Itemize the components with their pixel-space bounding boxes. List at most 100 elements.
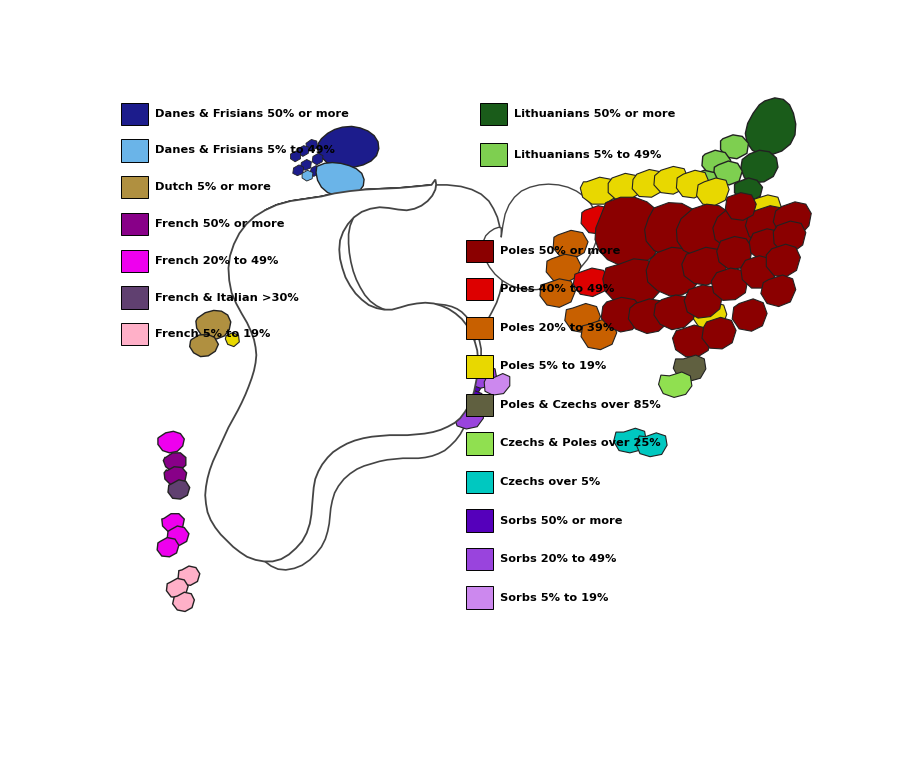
FancyBboxPatch shape bbox=[121, 213, 147, 235]
FancyBboxPatch shape bbox=[480, 143, 507, 166]
Polygon shape bbox=[306, 139, 318, 151]
Polygon shape bbox=[400, 401, 419, 417]
Polygon shape bbox=[646, 247, 702, 296]
Polygon shape bbox=[412, 387, 438, 406]
Polygon shape bbox=[741, 150, 778, 183]
Polygon shape bbox=[168, 480, 189, 499]
Polygon shape bbox=[672, 325, 712, 356]
Polygon shape bbox=[454, 406, 483, 429]
Polygon shape bbox=[688, 171, 718, 195]
Polygon shape bbox=[573, 268, 608, 296]
FancyBboxPatch shape bbox=[466, 432, 493, 455]
Polygon shape bbox=[602, 297, 642, 332]
Polygon shape bbox=[164, 453, 186, 471]
Text: Lithuanians 5% to 49%: Lithuanians 5% to 49% bbox=[514, 149, 662, 160]
FancyBboxPatch shape bbox=[466, 548, 493, 570]
Polygon shape bbox=[309, 166, 320, 177]
FancyBboxPatch shape bbox=[121, 102, 147, 125]
Polygon shape bbox=[290, 151, 300, 161]
Polygon shape bbox=[256, 185, 503, 570]
FancyBboxPatch shape bbox=[466, 317, 493, 339]
Polygon shape bbox=[455, 374, 482, 396]
Polygon shape bbox=[167, 526, 189, 545]
Polygon shape bbox=[189, 334, 218, 356]
Polygon shape bbox=[644, 202, 702, 255]
Text: Poles 50% or more: Poles 50% or more bbox=[501, 246, 621, 256]
Polygon shape bbox=[438, 367, 465, 387]
Polygon shape bbox=[682, 247, 727, 285]
Polygon shape bbox=[164, 467, 187, 484]
Polygon shape bbox=[581, 177, 618, 204]
Polygon shape bbox=[712, 268, 748, 300]
Polygon shape bbox=[205, 180, 478, 562]
FancyBboxPatch shape bbox=[466, 587, 493, 609]
Polygon shape bbox=[300, 159, 311, 171]
Polygon shape bbox=[721, 135, 748, 158]
Polygon shape bbox=[470, 366, 497, 388]
Polygon shape bbox=[602, 258, 662, 305]
Polygon shape bbox=[636, 433, 667, 457]
Polygon shape bbox=[673, 355, 706, 381]
Polygon shape bbox=[761, 275, 795, 306]
Text: Poles 40% to 49%: Poles 40% to 49% bbox=[501, 284, 614, 294]
Polygon shape bbox=[167, 578, 188, 597]
Polygon shape bbox=[696, 178, 729, 205]
Polygon shape bbox=[581, 320, 617, 349]
Polygon shape bbox=[676, 204, 733, 257]
Polygon shape bbox=[226, 333, 239, 346]
Polygon shape bbox=[717, 236, 753, 270]
Text: Danes & Frisians 5% to 49%: Danes & Frisians 5% to 49% bbox=[155, 146, 335, 155]
Text: Czechs & Poles over 25%: Czechs & Poles over 25% bbox=[501, 438, 661, 449]
Polygon shape bbox=[734, 178, 763, 201]
Text: Czechs over 5%: Czechs over 5% bbox=[501, 477, 601, 487]
Polygon shape bbox=[628, 299, 670, 334]
Polygon shape bbox=[302, 171, 313, 181]
Polygon shape bbox=[196, 311, 231, 339]
Text: French 5% to 19%: French 5% to 19% bbox=[155, 329, 270, 340]
FancyBboxPatch shape bbox=[480, 102, 507, 125]
Polygon shape bbox=[774, 221, 806, 252]
Polygon shape bbox=[316, 162, 364, 196]
Polygon shape bbox=[318, 127, 379, 168]
FancyBboxPatch shape bbox=[121, 323, 147, 346]
FancyBboxPatch shape bbox=[466, 356, 493, 377]
Text: French 50% or more: French 50% or more bbox=[155, 219, 284, 229]
Polygon shape bbox=[713, 161, 743, 185]
Polygon shape bbox=[414, 371, 438, 390]
Polygon shape bbox=[293, 165, 304, 176]
Polygon shape bbox=[484, 374, 510, 395]
Polygon shape bbox=[766, 244, 801, 277]
Polygon shape bbox=[654, 295, 696, 330]
Polygon shape bbox=[774, 202, 811, 236]
Polygon shape bbox=[455, 390, 483, 413]
Polygon shape bbox=[745, 98, 795, 155]
FancyBboxPatch shape bbox=[466, 278, 493, 300]
Polygon shape bbox=[702, 150, 731, 175]
Polygon shape bbox=[158, 431, 184, 453]
Polygon shape bbox=[157, 537, 179, 557]
Polygon shape bbox=[553, 230, 588, 258]
Polygon shape bbox=[178, 566, 200, 585]
Text: Lithuanians 50% or more: Lithuanians 50% or more bbox=[514, 108, 676, 119]
Polygon shape bbox=[748, 195, 781, 223]
Polygon shape bbox=[713, 205, 762, 249]
Polygon shape bbox=[702, 318, 736, 349]
Polygon shape bbox=[298, 146, 309, 156]
Polygon shape bbox=[426, 377, 452, 398]
Polygon shape bbox=[632, 170, 665, 197]
Text: French & Italian >30%: French & Italian >30% bbox=[155, 293, 298, 302]
FancyBboxPatch shape bbox=[466, 240, 493, 262]
FancyBboxPatch shape bbox=[121, 176, 147, 199]
Text: Dutch 5% or more: Dutch 5% or more bbox=[155, 182, 270, 193]
Polygon shape bbox=[162, 514, 184, 531]
Text: Poles 5% to 19%: Poles 5% to 19% bbox=[501, 362, 606, 371]
Polygon shape bbox=[741, 255, 776, 288]
Polygon shape bbox=[415, 400, 436, 418]
Polygon shape bbox=[745, 205, 788, 243]
Polygon shape bbox=[595, 197, 663, 267]
Polygon shape bbox=[654, 167, 688, 194]
Polygon shape bbox=[173, 592, 195, 612]
FancyBboxPatch shape bbox=[121, 287, 147, 309]
Text: Poles & Czechs over 85%: Poles & Czechs over 85% bbox=[501, 400, 661, 410]
Polygon shape bbox=[400, 372, 419, 387]
